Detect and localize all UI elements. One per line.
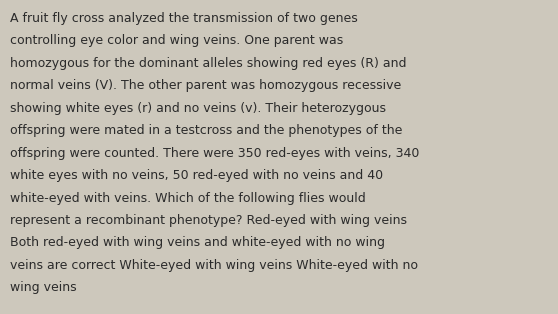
Text: homozygous for the dominant alleles showing red eyes (R) and: homozygous for the dominant alleles show… bbox=[10, 57, 407, 70]
Text: Both red-eyed with wing veins and white-eyed with no wing: Both red-eyed with wing veins and white-… bbox=[10, 236, 385, 249]
Text: normal veins (V). The other parent was homozygous recessive: normal veins (V). The other parent was h… bbox=[10, 79, 401, 92]
Text: veins are correct White-eyed with wing veins White-eyed with no: veins are correct White-eyed with wing v… bbox=[10, 259, 418, 272]
Text: white eyes with no veins, 50 red-eyed with no veins and 40: white eyes with no veins, 50 red-eyed wi… bbox=[10, 169, 383, 182]
Text: showing white eyes (r) and no veins (v). Their heterozygous: showing white eyes (r) and no veins (v).… bbox=[10, 102, 386, 115]
Text: white-eyed with veins. Which of the following flies would: white-eyed with veins. Which of the foll… bbox=[10, 192, 366, 204]
Text: controlling eye color and wing veins. One parent was: controlling eye color and wing veins. On… bbox=[10, 35, 343, 47]
Text: offspring were counted. There were 350 red-eyes with veins, 340: offspring were counted. There were 350 r… bbox=[10, 147, 420, 160]
Text: offspring were mated in a testcross and the phenotypes of the: offspring were mated in a testcross and … bbox=[10, 124, 402, 137]
Text: wing veins: wing veins bbox=[10, 281, 76, 294]
Text: A fruit fly cross analyzed the transmission of two genes: A fruit fly cross analyzed the transmiss… bbox=[10, 12, 358, 25]
Text: represent a recombinant phenotype? Red-eyed with wing veins: represent a recombinant phenotype? Red-e… bbox=[10, 214, 407, 227]
